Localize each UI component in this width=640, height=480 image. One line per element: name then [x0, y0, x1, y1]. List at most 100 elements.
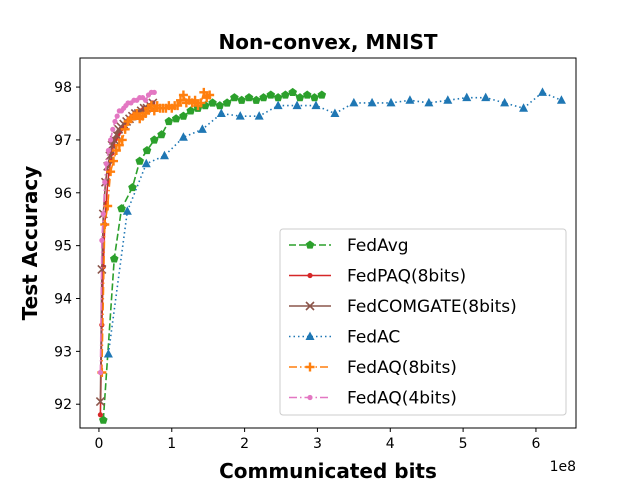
data-point — [103, 201, 113, 211]
y-tick-label: 96 — [54, 186, 72, 202]
x-tick-label: 2 — [240, 436, 249, 452]
x-tick-label: 1 — [167, 436, 176, 452]
x-tick-label: 3 — [313, 436, 322, 452]
legend-item: FedAQ(4bits) — [289, 389, 457, 409]
chart-title: Non-convex, MNIST — [218, 30, 437, 54]
data-point — [95, 397, 105, 407]
legend-label: FedAQ(8bits) — [347, 358, 457, 378]
data-point — [142, 97, 149, 103]
series-2 — [95, 98, 158, 407]
data-point — [443, 95, 453, 104]
y-tick-label: 93 — [54, 344, 72, 360]
legend-item: FedPAQ(8bits) — [289, 267, 466, 287]
data-point — [179, 111, 188, 120]
data-point — [99, 415, 108, 424]
data-point — [405, 95, 415, 104]
data-point — [97, 369, 103, 376]
data-point — [159, 150, 169, 160]
data-point — [100, 211, 106, 217]
data-point — [128, 183, 137, 192]
data-point — [288, 87, 297, 96]
data-point — [151, 89, 157, 95]
series-line — [99, 91, 155, 373]
data-point — [537, 87, 547, 96]
legend-marker — [307, 394, 313, 401]
series-0 — [99, 87, 327, 424]
data-point — [310, 93, 319, 102]
data-point — [142, 146, 152, 155]
y-axis: 92 93 94 95 96 97 98 — [54, 80, 80, 413]
data-point — [112, 118, 118, 125]
legend-box — [279, 228, 567, 416]
legend-marker — [305, 240, 315, 249]
data-point — [273, 93, 283, 102]
data-point — [178, 132, 188, 141]
data-point — [178, 90, 188, 100]
data-point — [197, 124, 207, 133]
data-point — [216, 108, 226, 117]
legend-label: FedAC — [347, 328, 400, 348]
data-point — [97, 412, 103, 418]
legend-marker — [307, 272, 313, 279]
legend-item: FedAQ(8bits) — [289, 358, 457, 378]
data-point — [176, 95, 186, 105]
plot-frame — [79, 57, 577, 429]
y-tick-label: 94 — [54, 292, 72, 308]
data-point — [135, 156, 144, 165]
legend-label: FedCOMGATE(8bits) — [347, 297, 517, 317]
legend-item: FedAvg — [289, 236, 409, 256]
legend-label: FedAvg — [347, 236, 409, 256]
data-point — [259, 93, 268, 102]
data-point — [141, 109, 151, 118]
data-point — [110, 254, 119, 263]
data-point — [386, 97, 396, 107]
data-point — [122, 206, 132, 215]
data-point — [186, 106, 195, 115]
data-point — [230, 93, 239, 102]
data-point — [103, 349, 113, 358]
data-point — [481, 92, 491, 102]
data-point — [519, 103, 529, 112]
data-point — [102, 179, 108, 185]
series-5 — [97, 89, 157, 376]
data-point — [215, 101, 225, 110]
legend-marker — [305, 362, 315, 372]
data-point — [105, 147, 112, 154]
data-point — [150, 135, 159, 144]
x-axis-label: Communicated bits — [219, 459, 437, 480]
data-point — [252, 95, 261, 104]
data-point — [266, 90, 276, 99]
data-point — [99, 237, 105, 243]
series-4 — [97, 87, 215, 377]
data-point — [117, 135, 127, 145]
data-point — [173, 101, 183, 111]
data-point — [292, 100, 302, 110]
data-point — [349, 97, 359, 107]
data-point — [107, 137, 114, 143]
data-point — [205, 90, 215, 100]
data-point — [295, 93, 305, 102]
data-point — [109, 156, 119, 166]
data-point — [462, 92, 472, 102]
y-tick-label: 98 — [54, 80, 72, 96]
legend-item: FedAC — [289, 328, 400, 348]
x-tick-label: 4 — [386, 436, 395, 452]
y-tick-label: 92 — [54, 397, 72, 413]
data-point — [208, 98, 217, 107]
x-tick-label: 5 — [459, 436, 468, 452]
data-point — [303, 90, 312, 99]
data-point — [111, 146, 121, 155]
data-point — [500, 97, 510, 107]
data-point — [330, 108, 340, 117]
x-axis: 0 1 2 3 4 5 6 — [94, 428, 540, 452]
data-point — [556, 95, 566, 104]
data-point — [237, 95, 246, 104]
data-point — [244, 93, 254, 102]
data-point — [114, 113, 120, 119]
y-axis-label: Test Accuracy — [18, 166, 42, 321]
data-point — [235, 111, 245, 120]
data-point — [100, 220, 110, 229]
data-point — [424, 97, 434, 107]
legend-marker — [305, 301, 315, 311]
legend: FedAvg FedPAQ(8bits) FedCOMGATE(8bits) FedA… — [279, 228, 567, 416]
